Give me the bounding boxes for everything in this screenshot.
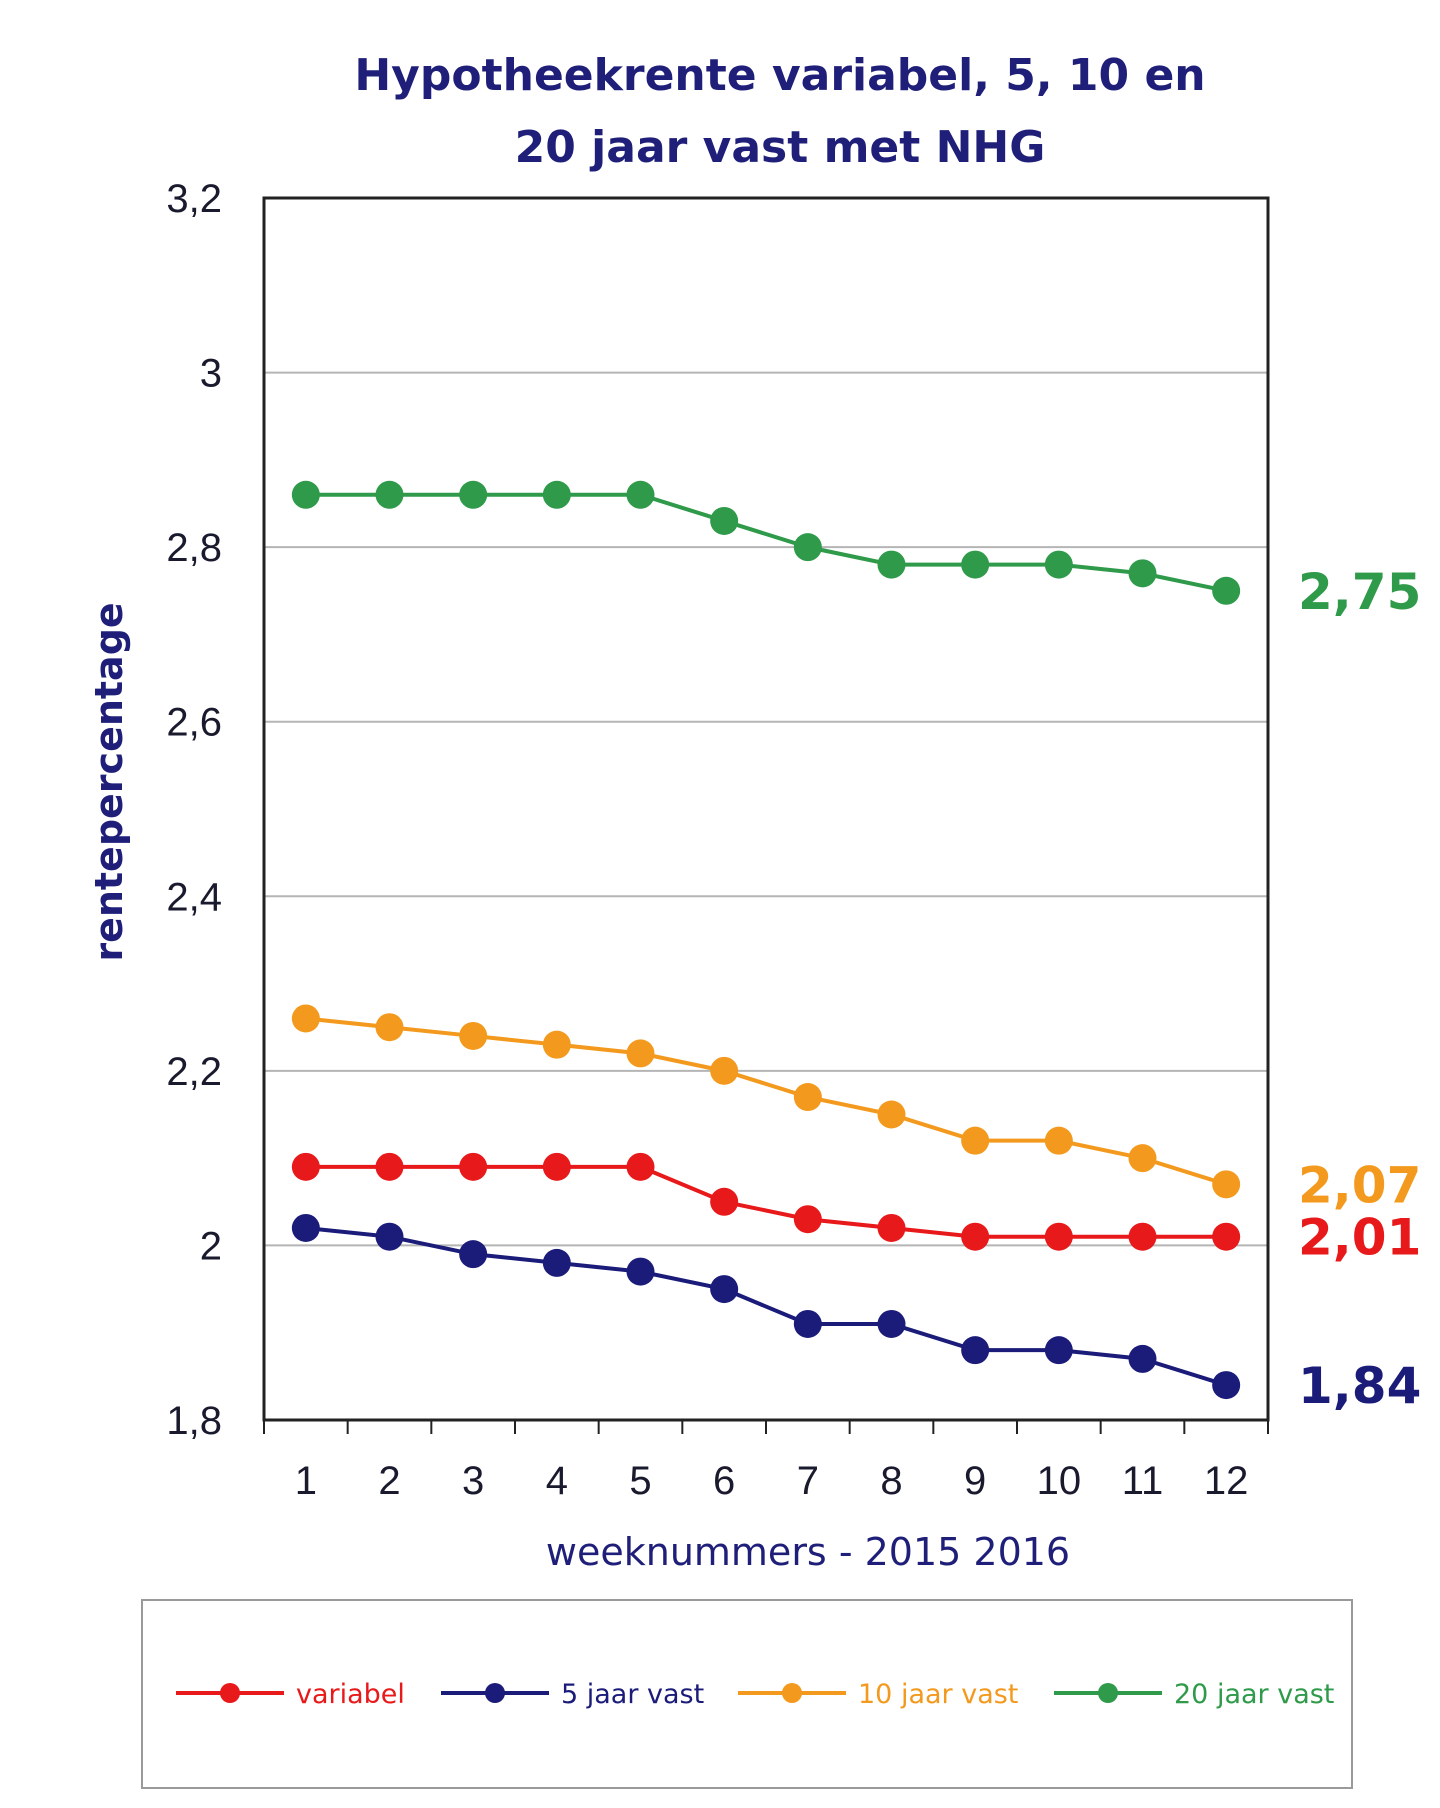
x-tick-label: 8 bbox=[880, 1459, 902, 1503]
x-axis-ticks: 1 2 3 4 5 6 7 8 9 10 11 12 bbox=[263, 1420, 1269, 1503]
data-point bbox=[877, 1213, 906, 1242]
data-point bbox=[375, 1152, 404, 1181]
y-tick-label: 3,2 bbox=[166, 177, 222, 221]
y-tick-label: 3 bbox=[200, 352, 222, 396]
data-point bbox=[1212, 1371, 1241, 1400]
data-point bbox=[626, 1039, 655, 1068]
data-point bbox=[1044, 1222, 1073, 1251]
data-point bbox=[375, 480, 404, 509]
data-point bbox=[542, 480, 571, 509]
data-point bbox=[1044, 1336, 1073, 1365]
x-tick-label: 11 bbox=[1122, 1459, 1164, 1503]
y-axis-label: rentepercentage bbox=[87, 602, 131, 961]
series-lines bbox=[291, 480, 1241, 1400]
data-point bbox=[961, 1126, 990, 1155]
data-point bbox=[459, 1021, 488, 1050]
data-point bbox=[375, 1013, 404, 1042]
data-point bbox=[542, 1152, 571, 1181]
data-point bbox=[291, 1152, 320, 1181]
data-point bbox=[291, 1213, 320, 1242]
x-tick-label: 3 bbox=[462, 1459, 484, 1503]
x-tick-label: 10 bbox=[1037, 1459, 1082, 1503]
y-axis-ticks: 1,8 2 2,2 2,4 2,6 2,8 3 3,2 bbox=[166, 177, 222, 1443]
legend-entry-label: 20 jaar vast bbox=[1174, 1679, 1334, 1710]
data-point bbox=[291, 1004, 320, 1033]
legend-entry-label: variabel bbox=[296, 1679, 405, 1710]
data-point bbox=[1212, 1170, 1241, 1199]
data-point bbox=[459, 480, 488, 509]
data-point bbox=[1128, 1222, 1157, 1251]
data-point bbox=[877, 550, 906, 579]
data-point bbox=[1212, 1222, 1241, 1251]
data-point bbox=[793, 1309, 822, 1338]
data-point bbox=[459, 1240, 488, 1269]
x-tick-label: 9 bbox=[964, 1459, 986, 1503]
y-tick-label: 2,2 bbox=[166, 1050, 222, 1094]
data-point bbox=[291, 480, 320, 509]
data-point bbox=[542, 1248, 571, 1277]
legend-swatch-marker bbox=[485, 1683, 505, 1703]
data-point bbox=[793, 1205, 822, 1234]
data-point bbox=[710, 1056, 739, 1085]
data-point bbox=[793, 1083, 822, 1112]
data-point bbox=[710, 506, 739, 535]
data-point bbox=[375, 1222, 404, 1251]
end-value-label: 2,07 bbox=[1298, 1156, 1421, 1214]
legend-swatch-marker bbox=[1098, 1683, 1118, 1703]
data-point bbox=[877, 1309, 906, 1338]
gridlines bbox=[264, 371, 1268, 1247]
data-point bbox=[793, 533, 822, 562]
x-tick-label: 2 bbox=[378, 1459, 400, 1503]
y-tick-label: 2,6 bbox=[166, 701, 222, 745]
y-tick-label: 2 bbox=[200, 1224, 222, 1268]
x-tick-label: 5 bbox=[629, 1459, 651, 1503]
data-point bbox=[961, 1222, 990, 1251]
data-point bbox=[1128, 1344, 1157, 1373]
data-point bbox=[626, 1152, 655, 1181]
chart-title: Hypotheekrente variabel, 5, 10 en 20 jaar… bbox=[354, 50, 1205, 173]
x-tick-label: 6 bbox=[713, 1459, 735, 1503]
data-point bbox=[626, 480, 655, 509]
end-value-label: 2,01 bbox=[1298, 1209, 1421, 1267]
x-axis-label: weeknummers - 2015 2016 bbox=[546, 1530, 1070, 1574]
end-value-labels: 2,01 1,84 2,07 2,75 bbox=[1298, 563, 1421, 1415]
data-point bbox=[1128, 559, 1157, 588]
end-value-label: 1,84 bbox=[1298, 1357, 1421, 1415]
legend-entry-label: 5 jaar vast bbox=[561, 1679, 704, 1710]
legend-swatch-marker bbox=[782, 1683, 802, 1703]
end-value-label: 2,75 bbox=[1298, 563, 1421, 621]
data-point bbox=[459, 1152, 488, 1181]
series-line-0 bbox=[305, 1164, 1227, 1239]
x-tick-label: 7 bbox=[797, 1459, 819, 1503]
x-tick-label: 4 bbox=[546, 1459, 568, 1503]
legend-swatch-marker bbox=[220, 1683, 240, 1703]
data-point bbox=[961, 1336, 990, 1365]
data-point bbox=[1128, 1144, 1157, 1173]
data-point bbox=[710, 1275, 739, 1304]
data-point bbox=[710, 1187, 739, 1216]
y-tick-label: 2,4 bbox=[166, 875, 222, 919]
series-line-1 bbox=[305, 1225, 1227, 1387]
legend-entry-label: 10 jaar vast bbox=[858, 1679, 1018, 1710]
legend: variabel 5 jaar vast 10 jaar vast 20 jaar v… bbox=[141, 1599, 1353, 1789]
data-point bbox=[542, 1030, 571, 1059]
x-tick-label: 12 bbox=[1204, 1459, 1249, 1503]
data-point bbox=[877, 1100, 906, 1129]
data-point bbox=[961, 550, 990, 579]
data-point bbox=[626, 1257, 655, 1286]
data-point bbox=[1212, 576, 1241, 605]
data-point bbox=[1044, 550, 1073, 579]
y-tick-label: 2,8 bbox=[166, 526, 222, 570]
data-point bbox=[1044, 1126, 1073, 1155]
chart-title-line: 20 jaar vast met NHG bbox=[515, 122, 1046, 173]
y-tick-label: 1,8 bbox=[166, 1399, 222, 1443]
series-line-2 bbox=[305, 1016, 1227, 1187]
x-tick-label: 1 bbox=[295, 1459, 317, 1503]
series-line-3 bbox=[305, 492, 1227, 593]
chart-title-line: Hypotheekrente variabel, 5, 10 en bbox=[354, 50, 1205, 101]
